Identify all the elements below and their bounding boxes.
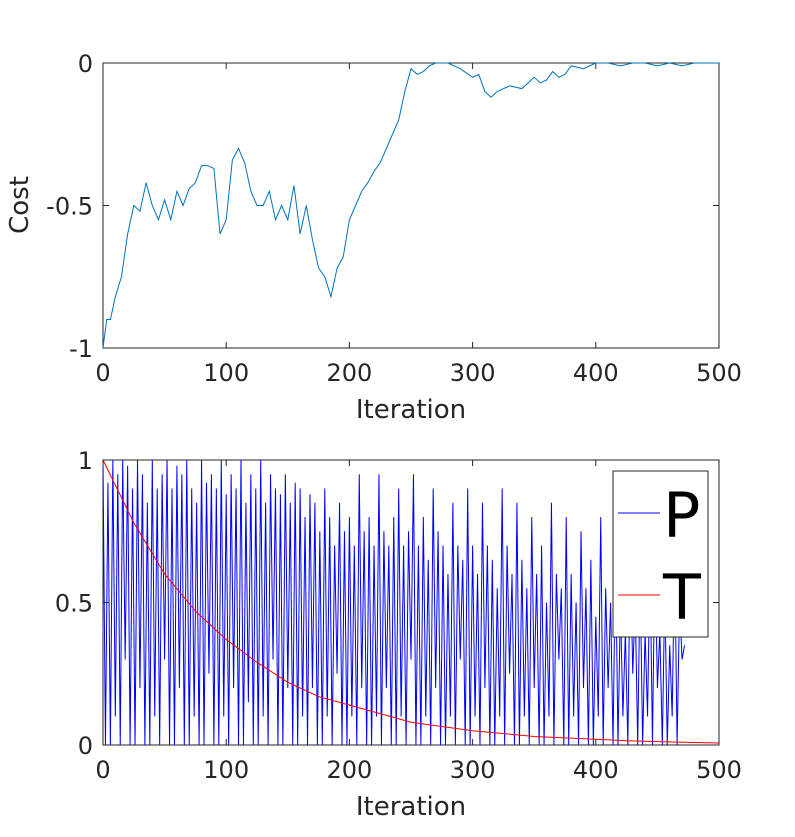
cost-x-tick-label: 200	[326, 359, 372, 387]
cost-y-axis-label: Cost	[5, 176, 35, 234]
cost-x-tick-label: 400	[573, 359, 619, 387]
legend-t-label: T	[662, 561, 702, 634]
cost-chart: 0 100 200 300 400 500 0 -0.5 -1 Iteration Cost	[5, 50, 742, 425]
pt-x-tick-label: 100	[203, 756, 249, 784]
pt-series-group	[102, 459, 720, 746]
legend: P T	[612, 470, 709, 638]
pt-y-tick-label: 1	[78, 447, 93, 475]
pt-series-t-line	[102, 459, 720, 744]
cost-tick-marks	[102, 62, 720, 349]
pt-y-tick-label: 0	[78, 732, 93, 760]
pt-series-p-line	[102, 459, 685, 746]
cost-x-tick-labels: 0 100 200 300 400 500	[95, 359, 742, 387]
pt-x-tick-label: 500	[696, 756, 742, 784]
cost-y-tick-label: -1	[69, 335, 93, 363]
pt-x-tick-label: 200	[326, 756, 372, 784]
pt-x-tick-label: 0	[95, 756, 110, 784]
legend-p-label: P	[663, 479, 700, 552]
cost-x-tick-label: 100	[203, 359, 249, 387]
cost-x-tick-label: 300	[450, 359, 496, 387]
cost-series-0-line	[102, 62, 719, 349]
pt-x-tick-label: 400	[573, 756, 619, 784]
pt-y-tick-label: 0.5	[55, 590, 93, 618]
cost-y-tick-label: -0.5	[46, 193, 93, 221]
pt-x-tick-labels: 0 100 200 300 400 500	[95, 756, 742, 784]
pt-x-axis-label: Iteration	[356, 792, 466, 822]
legend-box	[612, 470, 709, 638]
cost-x-axis-label: Iteration	[356, 395, 466, 425]
pt-y-tick-labels: 00.51	[55, 447, 93, 760]
pt-chart: 0 100 200 300 400 500 00.51 Iteration P T	[55, 447, 742, 822]
cost-series-group	[102, 62, 719, 349]
pt-tick-marks	[102, 459, 720, 746]
cost-y-tick-label: 0	[78, 50, 93, 78]
pt-x-tick-label: 300	[450, 756, 496, 784]
cost-x-tick-label: 500	[696, 359, 742, 387]
cost-y-tick-labels: 0 -0.5 -1	[46, 50, 93, 363]
cost-plot-area	[102, 62, 720, 349]
cost-x-tick-label: 0	[95, 359, 110, 387]
